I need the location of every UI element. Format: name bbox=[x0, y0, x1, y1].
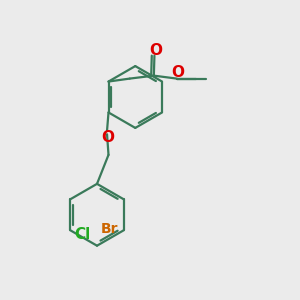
Text: O: O bbox=[149, 43, 162, 58]
Text: O: O bbox=[101, 130, 114, 145]
Text: O: O bbox=[172, 64, 184, 80]
Text: Cl: Cl bbox=[74, 227, 90, 242]
Text: Br: Br bbox=[101, 222, 118, 236]
